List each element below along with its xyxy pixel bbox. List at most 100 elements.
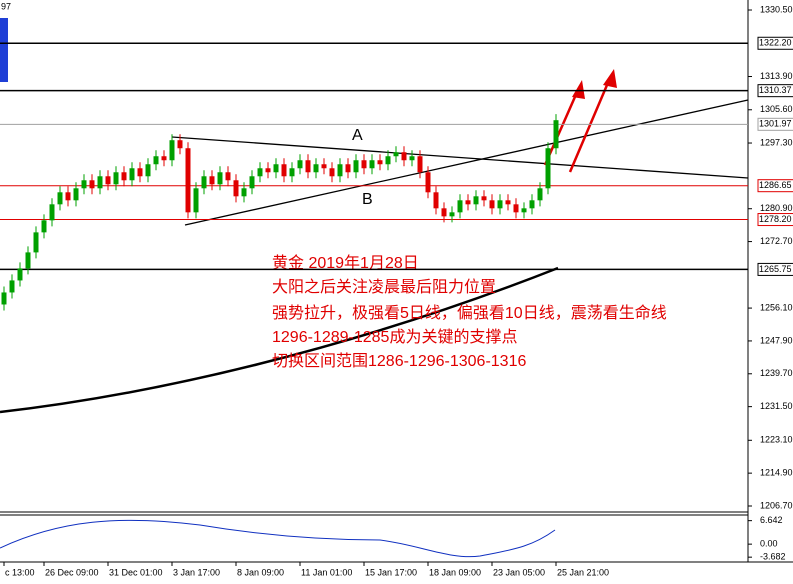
note: 1296-1289-1285成为关键的支撑点: [272, 328, 517, 346]
label-a: A: [352, 127, 363, 144]
price-level-box: [757, 262, 793, 276]
candle-body: [241, 188, 247, 197]
y-tick-label: 1206.70: [760, 500, 793, 510]
candle-body: [185, 148, 191, 213]
top-label: 97: [1, 1, 11, 11]
candle-body: [97, 176, 103, 189]
candle-body: [145, 164, 151, 177]
indicator-tick-label: -3.682: [760, 552, 786, 562]
candle-body: [89, 180, 95, 189]
candle-body: [513, 204, 519, 213]
x-tick-label: 25 Jan 21:00: [557, 567, 609, 577]
x-tick-label: 8 Jan 09:00: [237, 567, 284, 577]
price-level-label: 1310.37: [759, 85, 792, 95]
candle-body: [177, 140, 183, 149]
candle-body: [121, 172, 127, 181]
candle-body: [481, 196, 487, 201]
y-tick-label: 1272.70: [760, 236, 793, 246]
candle-body: [257, 168, 263, 177]
x-tick-label: 3 Jan 17:00: [173, 567, 220, 577]
candle-body: [49, 204, 55, 221]
y-tick-label: 1214.90: [760, 468, 793, 478]
y-tick-label: 1256.10: [760, 302, 793, 312]
candle-body: [65, 192, 71, 201]
candle-body: [449, 212, 455, 217]
candle-body: [377, 160, 383, 165]
candle-body: [249, 176, 255, 189]
trend-line-a: [171, 136, 749, 179]
trend-line-b: [184, 99, 749, 226]
candle-body: [465, 200, 471, 205]
y-tick-label: 1247.90: [760, 335, 793, 345]
y-tick-label: 1239.70: [760, 368, 793, 378]
y-tick-label: 1330.50: [760, 4, 793, 14]
candle-body: [337, 164, 343, 177]
long-ma: [0, 266, 559, 414]
candle-body: [9, 280, 15, 293]
candle-body: [521, 208, 527, 213]
candle-body: [353, 160, 359, 173]
candle-body: [33, 232, 39, 253]
price-level-label: 1278.20: [759, 214, 792, 224]
candle-body: [57, 192, 63, 205]
y-tick-label: 1223.10: [760, 435, 793, 445]
price-level-box: [757, 84, 793, 98]
candle-body: [169, 140, 175, 161]
x-tick-label: 18 Jan 09:00: [429, 567, 481, 577]
candle-body: [129, 168, 135, 181]
candle-body: [369, 160, 375, 169]
x-tick-label: 26 Dec 09:00: [45, 567, 99, 577]
price-level-label: 1322.20: [759, 38, 792, 48]
x-tick-label: 31 Dec 01:00: [109, 567, 163, 577]
candle-body: [361, 160, 367, 169]
candle-body: [537, 188, 543, 201]
candle-body: [1, 292, 7, 305]
candle-body: [113, 172, 119, 185]
candle-body: [393, 152, 399, 157]
note: 黄金 2019年1月28日: [272, 254, 419, 272]
candle-body: [385, 156, 391, 165]
current-price-box: [757, 117, 793, 131]
candle-body: [489, 200, 495, 209]
candle-body: [497, 200, 503, 209]
candle-body: [505, 200, 511, 205]
price-level-label: 1265.75: [759, 264, 792, 274]
x-tick-label: c 13:00: [5, 567, 35, 577]
candle-body: [329, 168, 335, 177]
candle-body: [209, 176, 215, 185]
candle-body: [321, 164, 327, 169]
candle-body: [41, 220, 47, 233]
candle-body: [409, 156, 415, 161]
candle-body: [105, 176, 111, 185]
candle-body: [153, 156, 159, 165]
candle-body: [233, 180, 239, 197]
candle-body: [457, 200, 463, 213]
candle-body: [545, 148, 551, 189]
candle-body: [225, 172, 231, 181]
candle-body: [137, 168, 143, 177]
label-b: B: [362, 191, 373, 208]
x-tick-label: 15 Jan 17:00: [365, 567, 417, 577]
y-tick-label: 1280.90: [760, 203, 793, 213]
candle-body: [281, 164, 287, 177]
candle-body: [265, 168, 271, 173]
note: 强势拉升，极强看5日线，偏强看10日线，震荡看生命线: [272, 304, 667, 322]
price-level-box: [757, 179, 793, 193]
price-level-label: 1286.65: [759, 180, 792, 190]
candle-body: [529, 200, 535, 209]
y-tick-label: 1313.90: [760, 71, 793, 81]
candle-body: [433, 192, 439, 209]
blue-box: [0, 18, 8, 82]
indicator-tick-label: 0.00: [760, 539, 778, 549]
note: 大阳之后关注凌晨最后阻力位置: [272, 278, 496, 296]
candle-body: [25, 252, 31, 269]
price-level-box: [757, 213, 793, 227]
candle-body: [401, 152, 407, 161]
candle-body: [305, 160, 311, 173]
note: 切换区间范围1286-1296-1306-1316: [272, 352, 526, 370]
current-price-label: 1301.97: [759, 119, 792, 129]
candle-body: [417, 156, 423, 173]
y-tick-label: 1297.30: [760, 137, 793, 147]
